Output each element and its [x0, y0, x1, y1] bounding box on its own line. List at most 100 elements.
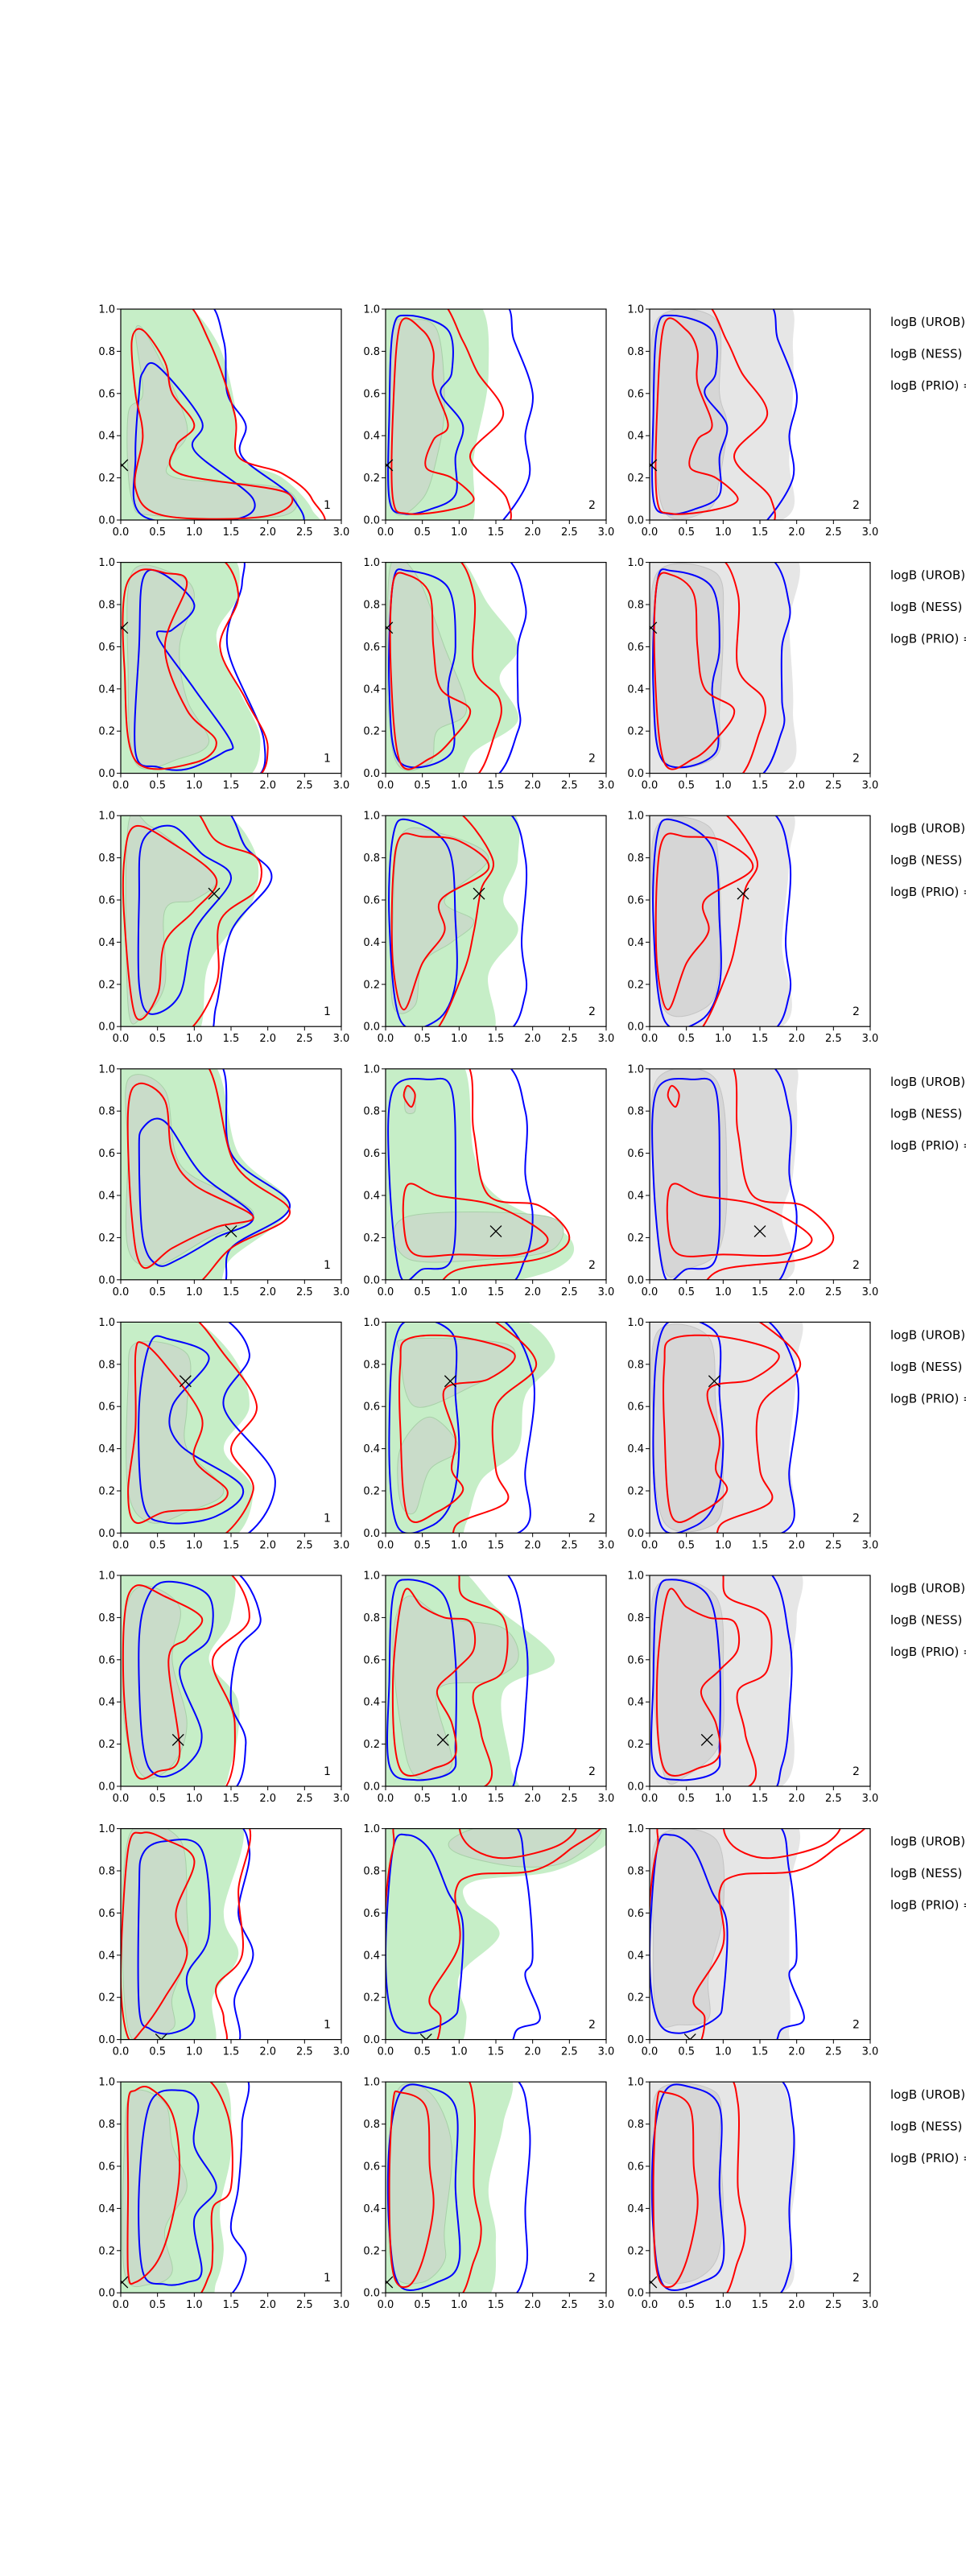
x-tick-label: 2.5	[296, 2046, 313, 2058]
red-contour-line	[122, 1584, 204, 1780]
x-tick-label: 2.5	[296, 1286, 313, 1298]
y-tick-label: 0.6	[627, 1908, 644, 1920]
x-tick-label: 0.5	[414, 780, 431, 792]
y-tick-label: 0.4	[98, 1443, 115, 1455]
x-tick-label: 1.5	[223, 2299, 240, 2311]
y-tick-label: 0.6	[627, 1654, 644, 1666]
y-tick-label: 0.6	[363, 642, 380, 654]
logb-label: logB (NESS) =	[890, 1106, 966, 1121]
y-tick-label: 1.0	[363, 304, 380, 316]
x-tick-label: 1.5	[752, 1793, 769, 1805]
y-tick-label: 1.0	[363, 1317, 380, 1329]
panel-row5-col1	[121, 1322, 276, 1534]
y-tick-label: 0.8	[363, 852, 380, 865]
y-tick-label: 0.0	[363, 1528, 380, 1540]
x-tick-label: 1.5	[752, 1539, 769, 1551]
y-tick-label: 0.0	[627, 515, 644, 527]
panel-row5-col2	[386, 1322, 555, 1534]
x-tick-label: 0.0	[378, 526, 394, 539]
x-tick-label: 0.5	[414, 1033, 431, 1045]
logb-label: logB (UROB) =	[890, 1581, 966, 1596]
x-tick-label: 3.0	[862, 1793, 879, 1805]
red-contour-line	[461, 2082, 482, 2293]
y-tick-label: 0.0	[98, 1274, 115, 1286]
red-contour-line	[458, 1575, 509, 1786]
y-tick-label: 0.2	[363, 1232, 380, 1245]
y-tick-label: 1.0	[98, 1571, 115, 1583]
y-tick-label: 0.8	[627, 1866, 644, 1878]
y-tick-label: 0.6	[363, 2161, 380, 2174]
x-tick-label: 3.0	[862, 526, 879, 539]
y-tick-label: 0.2	[363, 2245, 380, 2257]
blue-contour-line	[132, 361, 256, 520]
panel-label: 1	[324, 1259, 331, 1272]
x-tick-label: 1.0	[715, 1033, 732, 1045]
panel-label: 2	[588, 1005, 596, 1018]
x-tick-label: 2.0	[524, 2046, 541, 2058]
y-tick-label: 1.0	[363, 1063, 380, 1075]
red-contour-line	[219, 562, 269, 774]
fill-inner-contour	[386, 562, 468, 771]
x-tick-label: 1.0	[186, 1033, 203, 1045]
y-tick-label: 0.4	[98, 431, 115, 443]
y-tick-label: 0.6	[98, 1654, 115, 1666]
x-tick-label: 2.5	[561, 1793, 578, 1805]
x-marker	[386, 621, 394, 634]
x-marker	[171, 1733, 184, 1746]
x-tick-label: 0.0	[642, 1286, 658, 1298]
red-contour-line	[723, 1828, 841, 1860]
panel-label: 1	[324, 753, 331, 766]
x-tick-label: 0.0	[113, 2299, 130, 2311]
y-tick-label: 0.8	[98, 346, 115, 358]
x-tick-label: 1.5	[752, 780, 769, 792]
logb-label: logB (NESS) =	[890, 2120, 966, 2134]
x-tick-label: 0.0	[642, 2046, 658, 2058]
x-tick-label: 1.5	[223, 1793, 240, 1805]
panel-label: 2	[588, 753, 596, 766]
blue-contour-line	[762, 562, 791, 774]
x-tick-label: 1.5	[488, 780, 505, 792]
x-tick-label: 3.0	[333, 780, 350, 792]
red-contour-line	[666, 1183, 813, 1257]
y-tick-label: 0.8	[363, 1359, 380, 1371]
blue-contour-line	[138, 1117, 254, 1267]
y-tick-label: 0.8	[627, 1612, 644, 1624]
x-tick-label: 1.5	[488, 1286, 505, 1298]
blue-contour-line	[137, 824, 233, 1015]
x-tick-label: 3.0	[333, 1033, 350, 1045]
x-marker	[650, 459, 658, 472]
red-contour-line	[390, 832, 489, 1011]
blue-contour-line	[779, 2082, 795, 2293]
x-tick-label: 0.0	[113, 2046, 130, 2058]
fill-inner-contour	[392, 1596, 519, 1780]
panel-row7-col3	[650, 1828, 866, 2040]
x-tick-label: 1.5	[488, 2299, 505, 2311]
panel-label: 2	[588, 2272, 596, 2285]
y-tick-label: 0.2	[363, 726, 380, 738]
x-tick-label: 3.0	[862, 2046, 879, 2058]
x-tick-label: 2.0	[524, 1793, 541, 1805]
fill-inner-contour	[650, 1068, 728, 1278]
red-contour-line	[126, 1082, 254, 1269]
x-tick-label: 3.0	[598, 526, 615, 539]
fill-inner-contour	[125, 815, 217, 1025]
x-tick-label: 0.5	[414, 2299, 431, 2311]
red-contour-line	[402, 1084, 416, 1108]
x-tick-label: 2.5	[825, 2299, 842, 2311]
blue-contour-line	[766, 309, 798, 520]
x-tick-label: 3.0	[598, 1033, 615, 1045]
x-tick-label: 0.0	[642, 526, 658, 539]
blue-contour-line	[134, 568, 234, 771]
panel-row2-col1	[121, 562, 269, 774]
x-tick-label: 2.0	[259, 1539, 276, 1551]
blue-contour-line	[138, 1335, 245, 1525]
x-tick-label: 0.5	[149, 1539, 166, 1551]
y-tick-label: 0.6	[627, 1148, 644, 1160]
logb-label: logB (UROB) =	[890, 1075, 966, 1089]
red-contour-line	[122, 568, 217, 770]
x-tick-label: 1.0	[715, 780, 732, 792]
red-contour-line	[386, 1828, 602, 2040]
logb-label: logB (PRIO) =	[890, 1391, 966, 1406]
x-tick-label: 0.5	[149, 2046, 166, 2058]
